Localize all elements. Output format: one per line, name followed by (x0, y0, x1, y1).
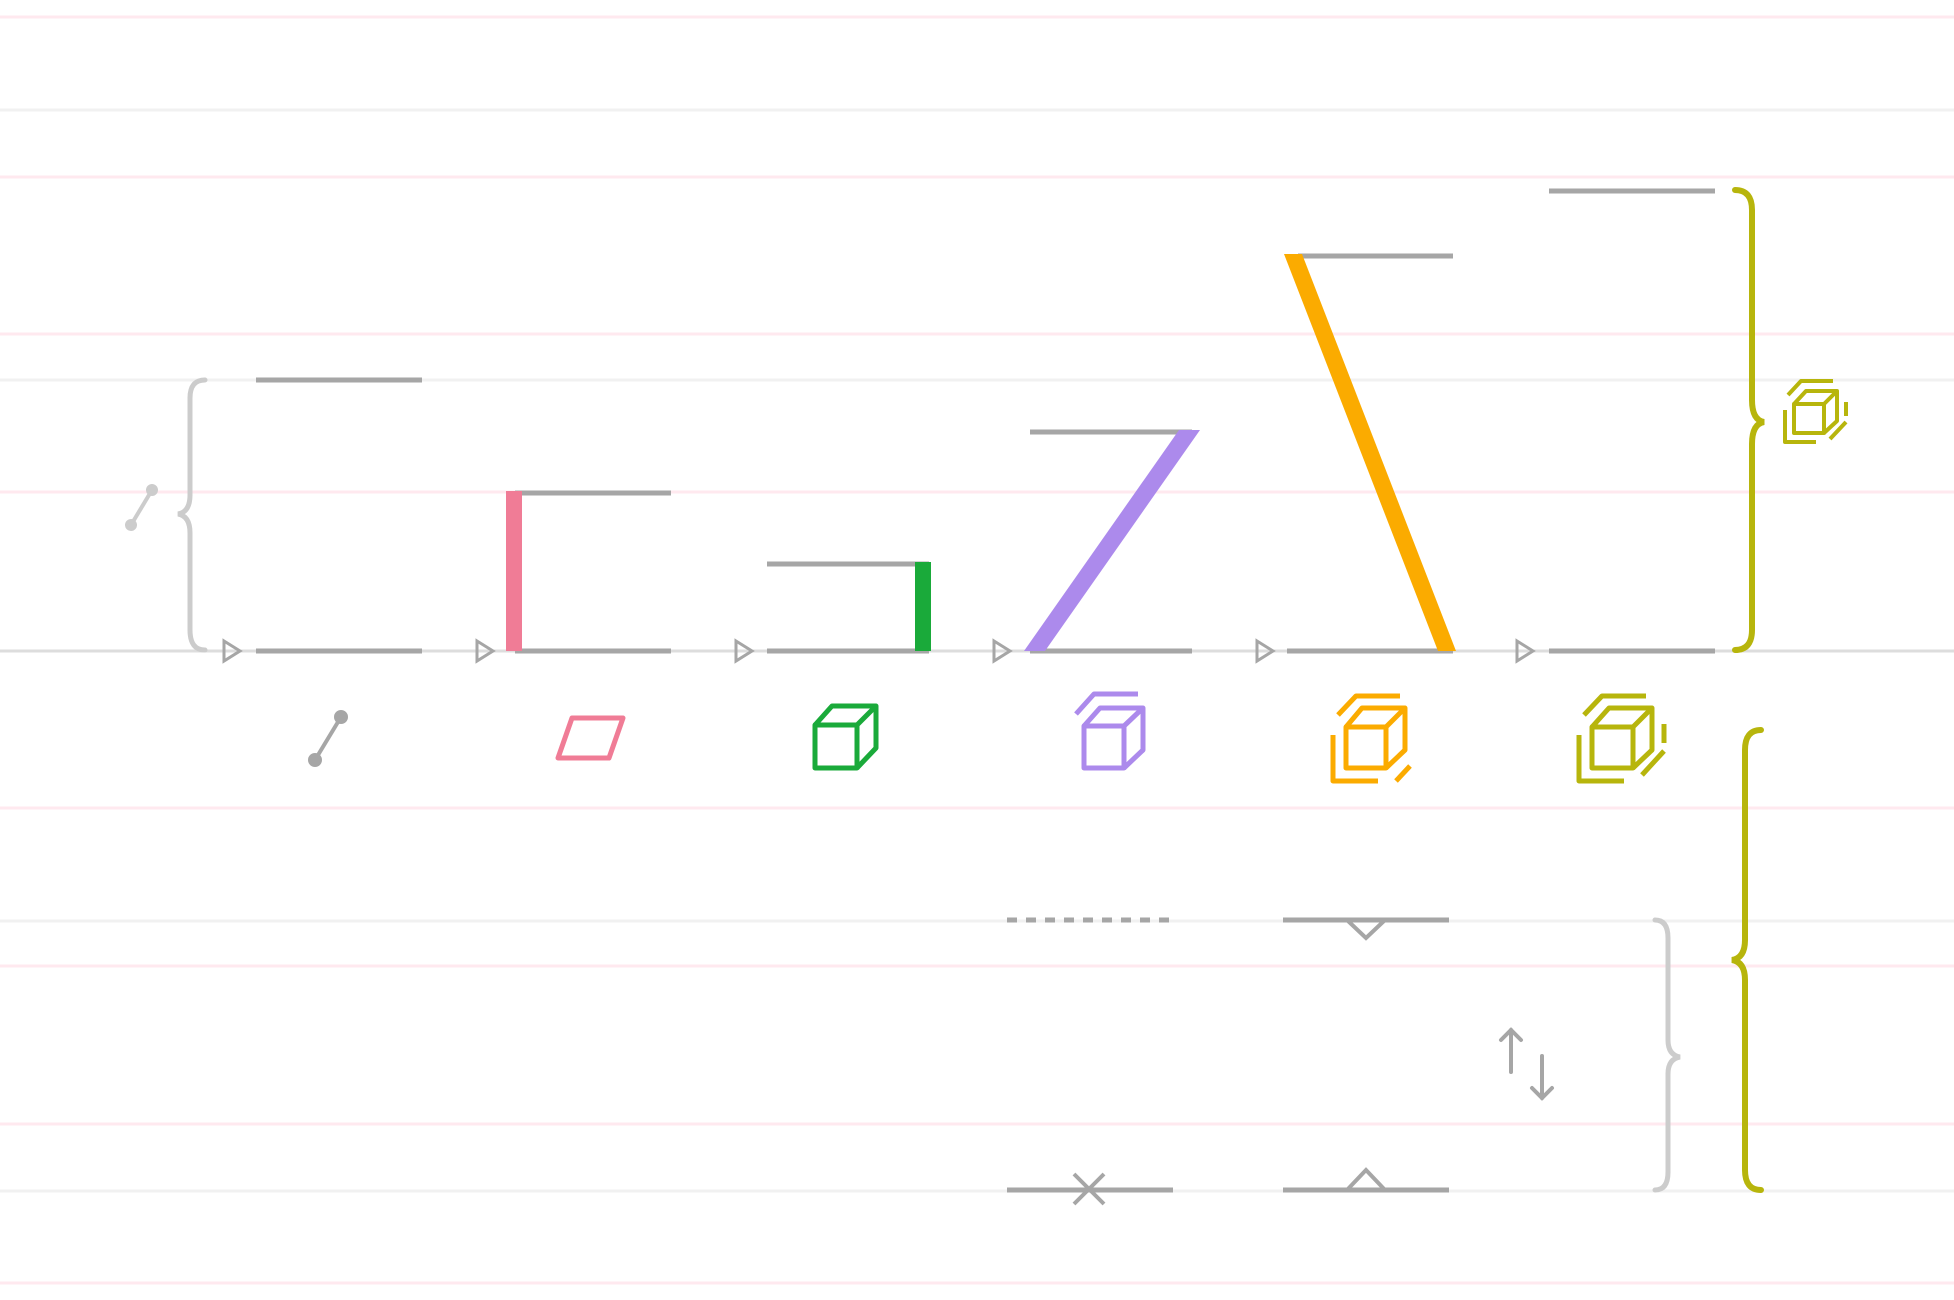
cube-icon (812, 703, 879, 771)
up-caret-icon (1345, 1167, 1387, 1192)
column-0 (222, 377, 422, 767)
column-5 (1515, 188, 1715, 784)
start-triangle-marker (734, 638, 755, 664)
column-1 (475, 490, 671, 761)
start-triangle-marker (222, 638, 243, 664)
rise-stroke (1024, 430, 1200, 651)
stacked-cube-icon (1074, 691, 1146, 771)
column-4 (1255, 253, 1456, 784)
lower-group (1007, 727, 1764, 1206)
left-brace-group (125, 377, 208, 653)
up-down-arrows-icon (1499, 1027, 1554, 1101)
start-triangle-marker (475, 638, 496, 664)
lower-gray-brace (1652, 917, 1681, 1193)
triple-stacked-cube-icon (1576, 693, 1667, 784)
start-triangle-marker (992, 638, 1013, 664)
lower-olive-brace (1731, 727, 1764, 1193)
start-triangle-marker (1255, 638, 1276, 664)
down-caret-icon (1345, 918, 1387, 941)
column-2 (734, 561, 931, 771)
close-icon (1072, 1172, 1106, 1206)
right-brace-top (1732, 187, 1765, 653)
double-stacked-cube-icon (1330, 693, 1412, 784)
segment-icon (125, 484, 158, 531)
start-triangle-marker (1515, 638, 1536, 664)
segment-icon (308, 710, 348, 767)
guide-lines (0, 15, 1954, 1285)
left-brace (177, 377, 208, 653)
rise-stroke (1284, 254, 1456, 651)
column-3 (992, 429, 1200, 771)
parallelogram-icon (555, 715, 626, 761)
right-brace-top-group (1732, 187, 1848, 653)
triple-stacked-cube-icon (1783, 379, 1848, 444)
